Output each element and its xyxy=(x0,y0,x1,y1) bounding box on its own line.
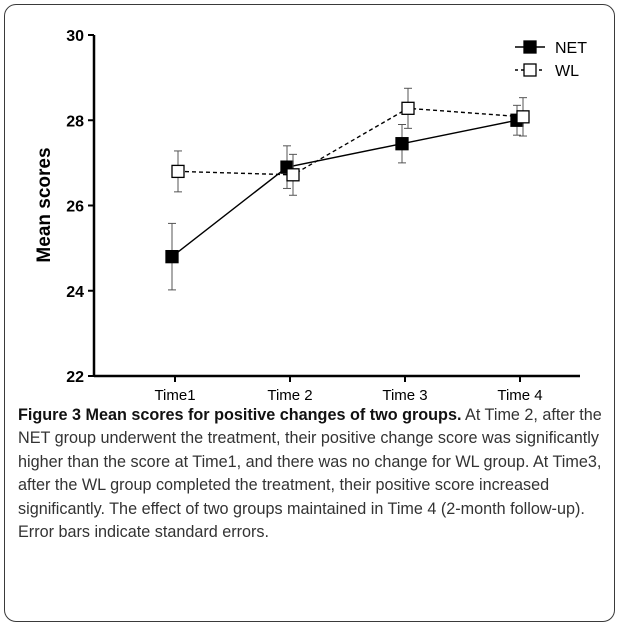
y-tick-label: 24 xyxy=(66,284,84,301)
data-point-wl xyxy=(171,164,185,179)
caption-title: Figure 3 Mean scores for positive change… xyxy=(18,406,462,424)
legend-marker xyxy=(523,40,537,54)
x-tick-label: Time 4 xyxy=(497,387,542,400)
legend-label: NET xyxy=(555,40,587,57)
series-line-wl xyxy=(177,107,524,176)
legend-label: WL xyxy=(555,63,579,80)
data-point-wl xyxy=(401,101,415,115)
data-point-net xyxy=(395,137,409,151)
y-tick-label: 26 xyxy=(66,199,84,216)
y-tick-label: 28 xyxy=(66,113,84,130)
data-point-wl xyxy=(516,110,530,124)
data-point-net xyxy=(165,249,179,264)
x-tick-label: Time 2 xyxy=(267,387,312,400)
line-chart: Mean scores 2224262830Time1BaselineTime … xyxy=(34,28,587,425)
figure-frame xyxy=(4,4,615,622)
caption-text: At Time 2, after the NET group underwent… xyxy=(18,406,602,542)
figure-caption: Figure 3 Mean scores for positive change… xyxy=(18,404,610,544)
y-axis-label: Mean scores xyxy=(34,147,55,262)
series-line-net xyxy=(171,119,518,258)
y-tick-label: 30 xyxy=(66,28,84,45)
x-tick-label: Time1 xyxy=(154,387,195,400)
chart: Mean scores 2224262830Time1BaselineTime … xyxy=(34,28,587,425)
data-point-wl xyxy=(286,168,300,182)
y-tick-label: 22 xyxy=(66,369,84,386)
legend-marker xyxy=(523,63,537,77)
x-tick-label: Time 3 xyxy=(382,387,427,400)
